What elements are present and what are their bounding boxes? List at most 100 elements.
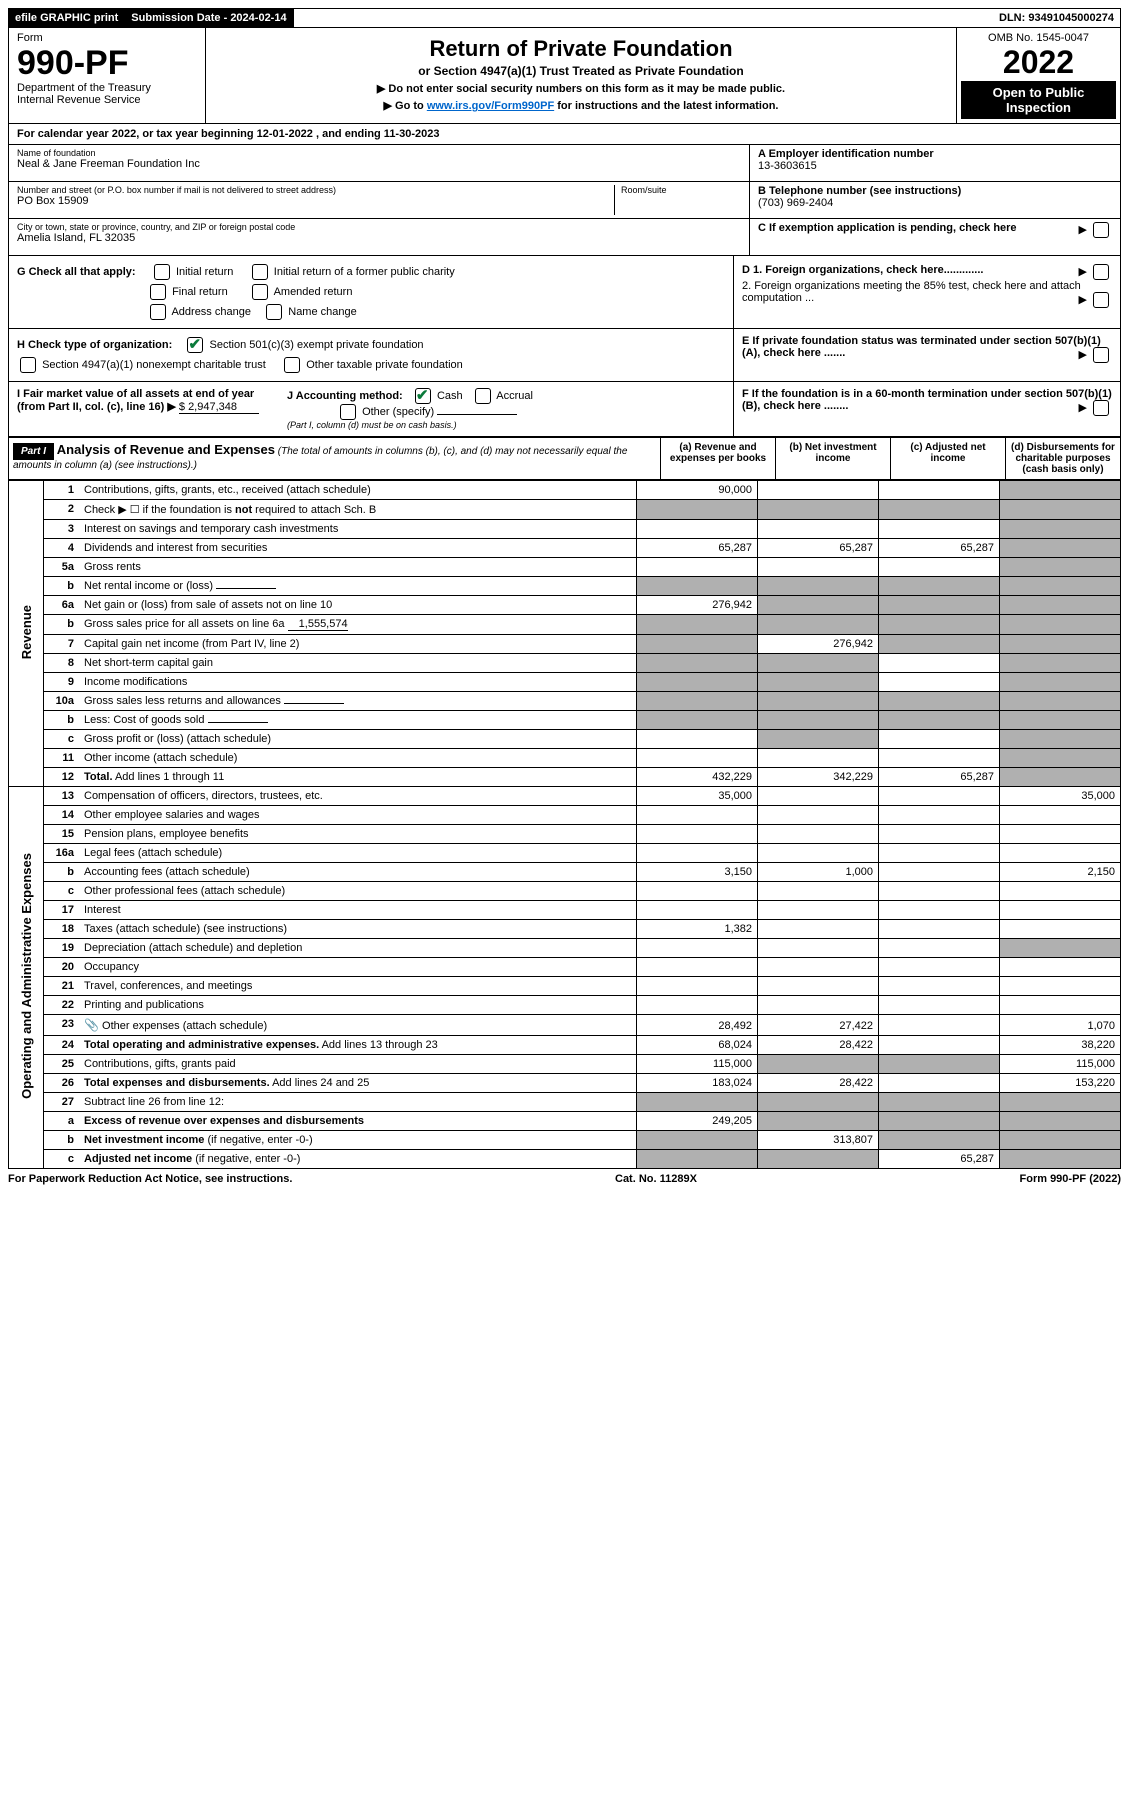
cell-a bbox=[637, 673, 758, 692]
amended-return-checkbox[interactable] bbox=[252, 284, 268, 300]
cell-c bbox=[879, 1074, 1000, 1093]
table-row: 17Interest bbox=[9, 901, 1121, 920]
f-checkbox[interactable] bbox=[1093, 400, 1109, 416]
table-row: bGross sales price for all assets on lin… bbox=[9, 615, 1121, 635]
cell-a bbox=[637, 1093, 758, 1112]
top-bar: efile GRAPHIC print Submission Date - 20… bbox=[8, 8, 1121, 28]
initial-return-checkbox[interactable] bbox=[154, 264, 170, 280]
cell-a: 432,229 bbox=[637, 768, 758, 787]
cell-c bbox=[879, 958, 1000, 977]
cell-b bbox=[758, 901, 879, 920]
row-label: Other employee salaries and wages bbox=[79, 806, 637, 825]
table-row: 10aGross sales less returns and allowanc… bbox=[9, 692, 1121, 711]
d2-checkbox[interactable] bbox=[1093, 292, 1109, 308]
d1-checkbox[interactable] bbox=[1093, 264, 1109, 280]
table-row: 4Dividends and interest from securities6… bbox=[9, 539, 1121, 558]
cell-c bbox=[879, 692, 1000, 711]
cell-d bbox=[1000, 920, 1121, 939]
row-label: Less: Cost of goods sold bbox=[79, 711, 637, 730]
g-label: G Check all that apply: bbox=[17, 266, 136, 278]
table-row: 19Depreciation (attach schedule) and dep… bbox=[9, 939, 1121, 958]
table-row: 20Occupancy bbox=[9, 958, 1121, 977]
cell-b bbox=[758, 749, 879, 768]
table-row: 6aNet gain or (loss) from sale of assets… bbox=[9, 596, 1121, 615]
section-label: Revenue bbox=[9, 481, 44, 787]
cell-c bbox=[879, 863, 1000, 882]
cell-b: 27,422 bbox=[758, 1015, 879, 1036]
instr-1: ▶ Do not enter social security numbers o… bbox=[212, 82, 950, 95]
exemption-checkbox[interactable] bbox=[1093, 222, 1109, 238]
row-number: b bbox=[44, 615, 80, 635]
table-row: bNet investment income (if negative, ent… bbox=[9, 1131, 1121, 1150]
cell-b bbox=[758, 806, 879, 825]
cell-a bbox=[637, 692, 758, 711]
final-return-checkbox[interactable] bbox=[150, 284, 166, 300]
j-accrual-checkbox[interactable] bbox=[475, 388, 491, 404]
room-label: Room/suite bbox=[621, 185, 741, 195]
cell-b bbox=[758, 730, 879, 749]
col-c-head: (c) Adjusted net income bbox=[890, 438, 1005, 479]
cell-c bbox=[879, 654, 1000, 673]
cell-b bbox=[758, 996, 879, 1015]
name-change-checkbox[interactable] bbox=[266, 304, 282, 320]
footer-mid: Cat. No. 11289X bbox=[615, 1173, 697, 1185]
cell-a bbox=[637, 577, 758, 596]
table-row: 11Other income (attach schedule) bbox=[9, 749, 1121, 768]
row-label: Gross rents bbox=[79, 558, 637, 577]
row-label: Subtract line 26 from line 12: bbox=[79, 1093, 637, 1112]
row-label: Taxes (attach schedule) (see instruction… bbox=[79, 920, 637, 939]
initial-former-checkbox[interactable] bbox=[252, 264, 268, 280]
row-label: Accounting fees (attach schedule) bbox=[79, 863, 637, 882]
cell-d bbox=[1000, 539, 1121, 558]
e-checkbox[interactable] bbox=[1093, 347, 1109, 363]
form-link[interactable]: www.irs.gov/Form990PF bbox=[427, 100, 554, 112]
cell-c bbox=[879, 977, 1000, 996]
table-row: 27Subtract line 26 from line 12: bbox=[9, 1093, 1121, 1112]
j-cash-checkbox[interactable] bbox=[415, 388, 431, 404]
row-label: Gross profit or (loss) (attach schedule) bbox=[79, 730, 637, 749]
cell-b: 1,000 bbox=[758, 863, 879, 882]
cell-a: 68,024 bbox=[637, 1036, 758, 1055]
cell-a: 65,287 bbox=[637, 539, 758, 558]
cell-a: 249,205 bbox=[637, 1112, 758, 1131]
cell-c bbox=[879, 1055, 1000, 1074]
row-number: 17 bbox=[44, 901, 80, 920]
cell-c bbox=[879, 749, 1000, 768]
cell-d: 115,000 bbox=[1000, 1055, 1121, 1074]
row-label: 📎 Other expenses (attach schedule) bbox=[79, 1015, 637, 1036]
cell-b bbox=[758, 1093, 879, 1112]
h-other-checkbox[interactable] bbox=[284, 357, 300, 373]
j-other-checkbox[interactable] bbox=[340, 404, 356, 420]
cell-d bbox=[1000, 673, 1121, 692]
cell-a: 28,492 bbox=[637, 1015, 758, 1036]
cell-a bbox=[637, 996, 758, 1015]
cell-a: 276,942 bbox=[637, 596, 758, 615]
table-row: 5aGross rents bbox=[9, 558, 1121, 577]
cell-b bbox=[758, 844, 879, 863]
check-section-ij: I Fair market value of all assets at end… bbox=[8, 382, 1121, 437]
cell-a bbox=[637, 749, 758, 768]
cell-d bbox=[1000, 996, 1121, 1015]
cell-a: 90,000 bbox=[637, 481, 758, 500]
footer-left: For Paperwork Reduction Act Notice, see … bbox=[8, 1173, 292, 1185]
row-number: a bbox=[44, 1112, 80, 1131]
h-501c3-checkbox[interactable] bbox=[187, 337, 203, 353]
cell-a bbox=[637, 730, 758, 749]
cell-b bbox=[758, 520, 879, 539]
cell-b bbox=[758, 958, 879, 977]
calendar-year: For calendar year 2022, or tax year begi… bbox=[8, 124, 1121, 145]
row-number: 24 bbox=[44, 1036, 80, 1055]
cell-c: 65,287 bbox=[879, 768, 1000, 787]
ein-value: 13-3603615 bbox=[758, 160, 1112, 172]
cell-d: 38,220 bbox=[1000, 1036, 1121, 1055]
form-number: 990-PF bbox=[17, 46, 197, 80]
cell-b bbox=[758, 787, 879, 806]
cell-d bbox=[1000, 635, 1121, 654]
tax-year: 2022 bbox=[961, 44, 1116, 81]
cell-a bbox=[637, 939, 758, 958]
table-row: 16aLegal fees (attach schedule) bbox=[9, 844, 1121, 863]
dln: DLN: 93491045000274 bbox=[993, 9, 1120, 27]
h-4947-checkbox[interactable] bbox=[20, 357, 36, 373]
address-change-checkbox[interactable] bbox=[150, 304, 166, 320]
row-label: Legal fees (attach schedule) bbox=[79, 844, 637, 863]
